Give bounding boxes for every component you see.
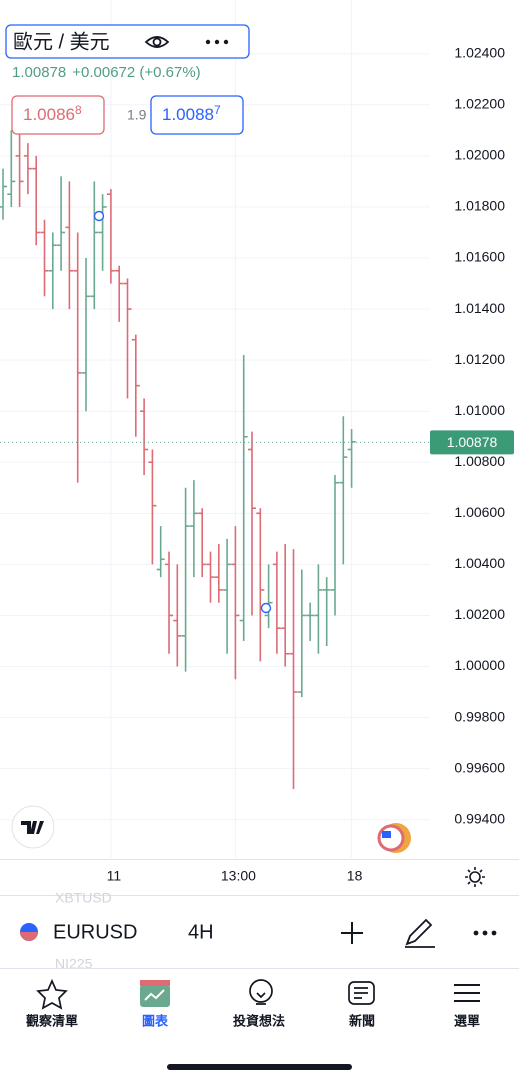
- bars: 1.00878: [0, 130, 514, 790]
- y-tick-label: 1.02400: [454, 44, 505, 60]
- flag-badge[interactable]: [377, 823, 411, 853]
- home-indicator: [167, 1064, 352, 1070]
- divider: [0, 968, 519, 969]
- x-tick-label: 18: [347, 868, 363, 884]
- nav-label[interactable]: 觀察清單: [26, 1013, 78, 1028]
- nav-label[interactable]: 選單: [454, 1013, 480, 1028]
- symbol-box[interactable]: [5, 24, 250, 59]
- add-icon[interactable]: [341, 922, 363, 944]
- news-icon[interactable]: [348, 981, 375, 1005]
- y-tick-label: 0.99400: [454, 810, 505, 826]
- divider: [0, 895, 519, 896]
- eye-icon[interactable]: [144, 36, 170, 48]
- ghost-symbol: NI225: [55, 956, 93, 972]
- sell-button[interactable]: [11, 95, 105, 135]
- bid-price: 1.00868: [23, 103, 82, 124]
- y-tick-label: 1.00000: [454, 657, 505, 673]
- draw-icon[interactable]: [405, 918, 435, 948]
- price-summary: 1.00878 +0.00672 (+0.67%): [12, 64, 201, 81]
- axis-line: [0, 859, 519, 860]
- y-tick-label: 0.99600: [454, 759, 505, 775]
- spread: 1.9: [127, 107, 147, 123]
- symbol-title: 歐元 / 美元: [13, 30, 110, 53]
- more-icon[interactable]: [205, 39, 229, 45]
- y-tick-label: 1.01000: [454, 402, 505, 418]
- x-tick-label: 11: [107, 868, 122, 884]
- settings-icon[interactable]: [465, 867, 485, 887]
- toolbar-interval[interactable]: 4H: [188, 921, 214, 943]
- ghost-symbol: XBTUSD: [55, 890, 112, 906]
- y-tick-label: 1.00200: [454, 606, 505, 622]
- grid: 1.02400 1.02200 1.02000 1.01800 1.01600 1.014…: [0, 0, 505, 884]
- nav-label[interactable]: 投資想法: [233, 1013, 285, 1028]
- x-tick-label: 13:00: [221, 868, 256, 884]
- y-tick-label: 1.00600: [454, 504, 505, 520]
- price-change: +0.00672 (+0.67%): [72, 64, 200, 81]
- nav-bar: 觀察清單 圖表 投資想法 新聞 選單: [26, 1013, 480, 1028]
- y-tick-label: 1.01800: [454, 198, 505, 214]
- price-label: 1.00878: [447, 434, 498, 450]
- bid-pip: 8: [75, 103, 82, 117]
- chart-icon[interactable]: [140, 980, 170, 1007]
- last-price: 1.00878: [12, 64, 66, 81]
- logo: [21, 821, 44, 834]
- ask-main: 1.0088: [162, 105, 214, 124]
- watchlist-icon[interactable]: [36, 978, 68, 1010]
- y-tick-label: 1.00400: [454, 555, 505, 571]
- ask-price: 1.00887: [162, 103, 221, 124]
- event-marker[interactable]: [260, 602, 272, 614]
- y-tick-label: 1.01200: [454, 351, 505, 367]
- y-tick-label: 1.01400: [454, 300, 505, 316]
- symbol-flag: [20, 923, 38, 941]
- y-tick-label: 1.02000: [454, 147, 505, 163]
- menu-icon[interactable]: [454, 984, 480, 1002]
- y-tick-label: 1.01600: [454, 249, 505, 265]
- ask-pip: 7: [214, 103, 221, 117]
- more-menu[interactable]: [473, 930, 497, 936]
- y-tick-label: 1.02200: [454, 96, 505, 112]
- price-label-box: [430, 430, 514, 455]
- y-tick-label: 0.99800: [454, 708, 505, 724]
- nav-label[interactable]: 新聞: [349, 1013, 375, 1028]
- toolbar-symbol[interactable]: EURUSD: [53, 921, 137, 943]
- bid-main: 1.0086: [23, 105, 75, 124]
- y-tick-label: 1.00800: [454, 453, 505, 469]
- buy-button[interactable]: [150, 95, 244, 135]
- event-marker[interactable]: [93, 210, 105, 222]
- ideas-icon[interactable]: [249, 979, 273, 1005]
- nav-label[interactable]: 圖表: [142, 1013, 169, 1028]
